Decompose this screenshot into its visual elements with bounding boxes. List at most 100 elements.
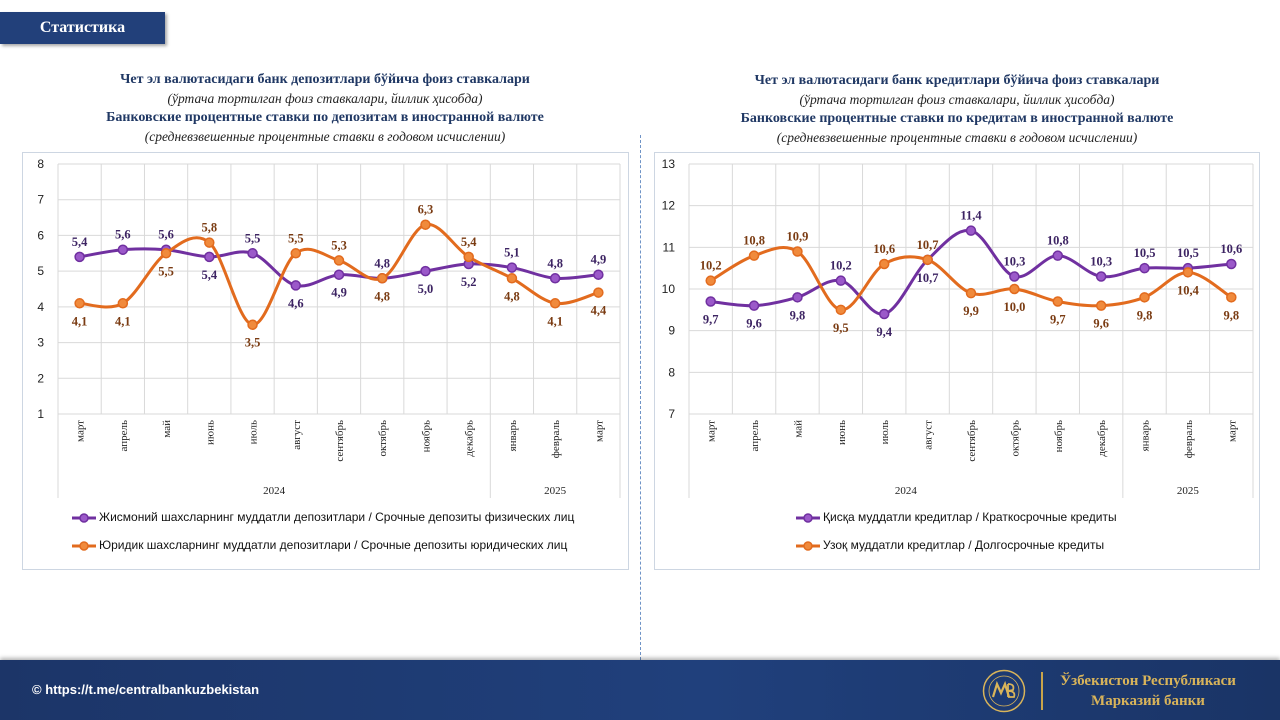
x-tick-label: октябрь [1009, 420, 1021, 457]
x-tick-label: июнь [836, 420, 848, 445]
data-label: 10,8 [1047, 234, 1069, 248]
footer-separator [1041, 672, 1043, 710]
data-point [878, 258, 890, 270]
legend-item-long-term-loans: Узоқ муддатли кредитлар / Долгосрочные к… [795, 538, 1104, 552]
x-tick-label: март [1226, 420, 1238, 442]
right-chart-subtitle-uz: (ўртача тортилган фоиз ставкалари, йилли… [799, 92, 1115, 107]
x-tick-label: март [75, 420, 87, 442]
data-point [593, 269, 604, 280]
data-label: 10,3 [1003, 255, 1025, 269]
data-label: 4,8 [547, 256, 563, 270]
center-divider [640, 135, 641, 660]
data-point [463, 251, 474, 263]
data-label: 4,4 [591, 304, 607, 318]
data-point [705, 296, 716, 307]
x-tick-label: ноябрь [1053, 420, 1065, 452]
data-point [117, 244, 129, 255]
data-label: 9,6 [1093, 317, 1109, 331]
data-label: 9,9 [963, 304, 979, 318]
y-tick-label: 7 [37, 193, 44, 207]
legend-label: Юридик шахсларнинг муддатли депозитлари … [99, 538, 568, 552]
data-point [506, 273, 518, 284]
data-point [160, 248, 172, 259]
data-point [74, 251, 85, 263]
data-label: 9,7 [1050, 313, 1066, 327]
data-point [965, 225, 977, 236]
data-point [835, 304, 847, 316]
data-label: 10,6 [1220, 242, 1242, 256]
y-tick-label: 9 [668, 324, 675, 338]
data-label: 4,1 [72, 314, 88, 328]
x-tick-label: январь [507, 420, 519, 451]
y-tick-label: 1 [37, 407, 44, 421]
x-tick-label: май [161, 420, 173, 438]
bank-name-line1: Ўзбекистон Республикаси [1060, 673, 1236, 689]
data-point [748, 250, 760, 261]
data-point [792, 292, 803, 303]
x-tick-label: март [593, 420, 605, 442]
year-label: 2024 [895, 485, 918, 497]
data-label: 5,2 [461, 275, 477, 289]
data-point [748, 300, 760, 311]
data-point [204, 251, 215, 263]
left-chart-subtitle-ru: (средневзвешенные процентные ставки в го… [144, 129, 506, 144]
left-chart-title-ru: Банковские процентные ставки по депозита… [106, 110, 544, 125]
x-tick-label: август [923, 420, 935, 450]
data-label: 5,4 [461, 235, 477, 249]
x-tick-label: апрель [749, 420, 761, 452]
data-label: 10,9 [787, 230, 809, 244]
legend-item-short-term-loans: Қисқа муддатли кредитлар / Краткосрочные… [795, 510, 1117, 524]
right-chart-subtitle-ru: (средневзвешенные процентные ставки в го… [776, 130, 1138, 145]
left-chart-subtitle-uz: (ўртача тортилган фоиз ставкалари, йилли… [167, 91, 483, 106]
data-label: 4,9 [591, 253, 607, 267]
year-label: 2024 [263, 485, 286, 497]
y-tick-label: 12 [662, 199, 676, 213]
legend-orange-marker-icon [796, 541, 820, 551]
legend-orange-marker-icon [72, 541, 96, 551]
x-tick-label: июнь [204, 420, 216, 445]
data-point [1226, 258, 1237, 270]
y-tick-label: 5 [37, 264, 44, 278]
central-bank-logo-icon [982, 669, 1026, 713]
data-point [333, 255, 345, 266]
data-label: 9,4 [876, 325, 892, 339]
bank-name: Ўзбекистон Республикаси Марказий банки [1048, 671, 1248, 711]
y-tick-label: 2 [37, 371, 44, 385]
legend-item-individual-deposits: Жисмоний шахсларнинг муддатли депозитлар… [71, 510, 574, 524]
data-label: 5,6 [115, 228, 131, 242]
footer-bar: © https://t.me/centralbankuzbekistan [0, 660, 1280, 720]
data-label: 10,5 [1134, 246, 1156, 260]
data-point [1052, 296, 1064, 307]
y-tick-label: 7 [668, 407, 675, 421]
data-label: 9,8 [1137, 308, 1153, 322]
telegram-link[interactable]: © https://t.me/centralbankuzbekistan [32, 682, 260, 697]
x-tick-label: февраль [1183, 420, 1195, 458]
x-tick-label: декабрь [464, 420, 476, 457]
x-tick-label: июль [879, 420, 891, 444]
x-tick-label: декабрь [1096, 420, 1108, 457]
data-point [290, 280, 302, 291]
data-point [420, 219, 431, 230]
data-point [878, 308, 890, 320]
data-point [549, 273, 561, 284]
x-tick-label: март [706, 420, 718, 442]
legend-label: Узоқ муддатли кредитлар / Долгосрочные к… [823, 538, 1105, 552]
bank-name-line2: Марказий банки [1091, 693, 1205, 709]
data-point [1009, 271, 1020, 282]
x-tick-label: август [291, 420, 303, 450]
x-tick-label: ноябрь [420, 420, 432, 452]
data-label: 4,6 [288, 296, 304, 310]
data-label: 10,8 [743, 234, 765, 248]
data-label: 10,2 [700, 259, 722, 273]
data-label: 9,5 [833, 321, 849, 335]
data-label: 10,4 [1177, 283, 1200, 297]
data-label: 4,8 [504, 289, 520, 303]
x-tick-label: февраль [550, 420, 562, 458]
data-point [506, 262, 518, 273]
y-tick-label: 11 [663, 240, 676, 254]
data-label: 10,6 [873, 242, 895, 256]
legend-purple-marker-icon [72, 513, 96, 523]
data-point [247, 319, 258, 330]
data-label: 10,2 [830, 259, 852, 273]
legend-label: Қисқа муддатли кредитлар / Краткосрочные… [823, 510, 1117, 524]
